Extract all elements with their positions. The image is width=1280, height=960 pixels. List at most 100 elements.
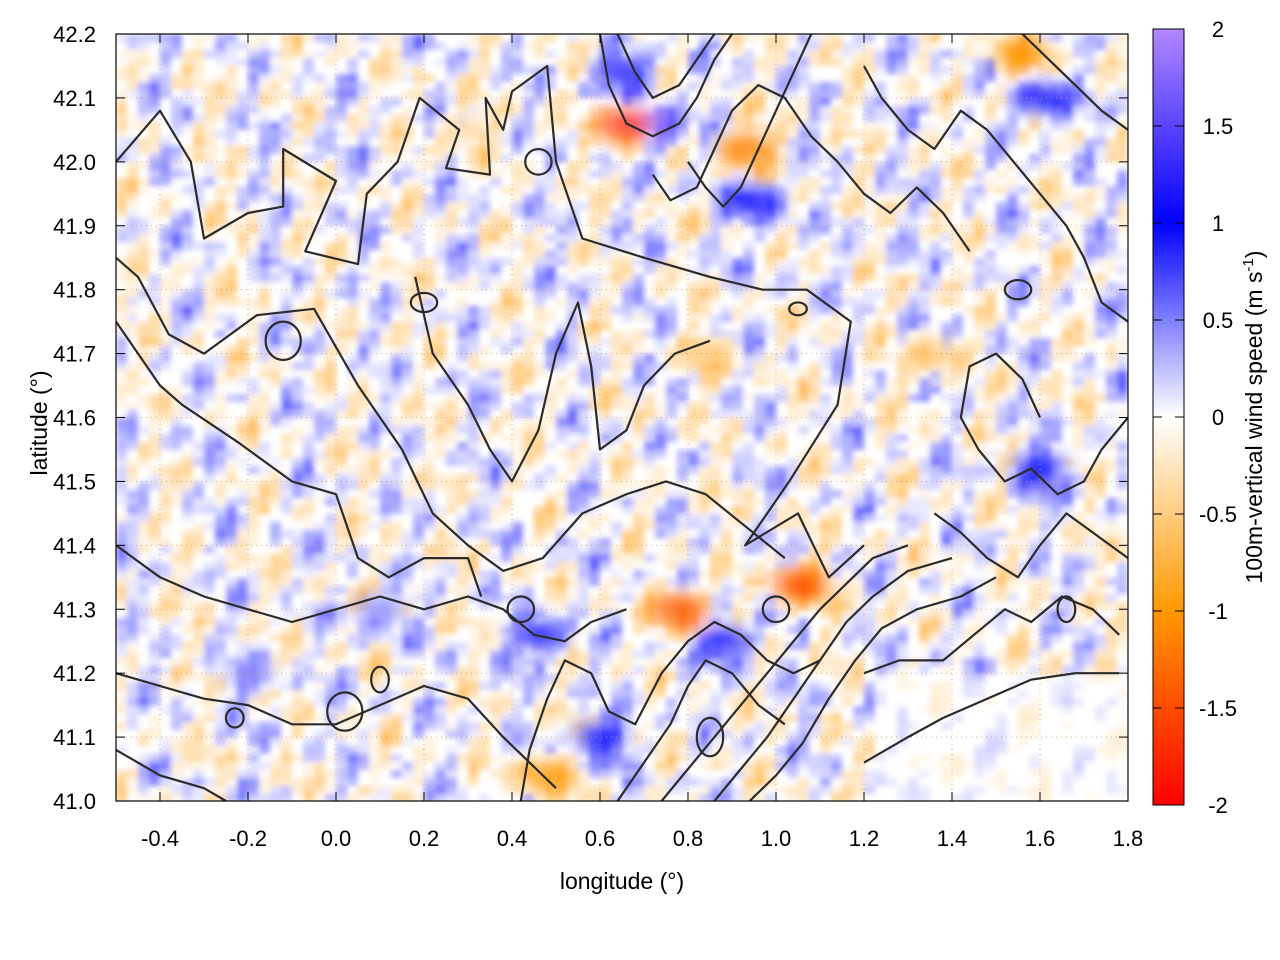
heat-cell (380, 154, 391, 162)
heat-cell (941, 322, 952, 330)
heat-cell (468, 74, 479, 82)
heat-cell (336, 34, 347, 42)
heat-cell (325, 138, 336, 146)
heat-cell (501, 378, 512, 386)
heat-cell (875, 274, 886, 282)
heat-cell (248, 570, 259, 578)
heat-cell (721, 114, 732, 122)
heat-cell (633, 514, 644, 522)
heat-cell (215, 482, 226, 490)
heat-cell (501, 346, 512, 354)
heat-cell (402, 330, 413, 338)
heat-cell (699, 106, 710, 114)
heat-cell (655, 506, 666, 514)
heat-cell (710, 178, 721, 186)
heat-cell (259, 282, 270, 290)
heat-cell (622, 42, 633, 50)
heat-cell (710, 530, 721, 538)
heat-cell (468, 90, 479, 98)
heat-cell (622, 346, 633, 354)
heat-cell (215, 210, 226, 218)
heat-cell (1007, 74, 1018, 82)
heat-cell (314, 570, 325, 578)
heat-cell (226, 98, 237, 106)
heat-cell (446, 138, 457, 146)
heat-cell (204, 34, 215, 42)
heat-cell (699, 514, 710, 522)
heat-cell (358, 162, 369, 170)
heat-cell (677, 98, 688, 106)
heat-cell (248, 218, 259, 226)
heat-cell (336, 290, 347, 298)
heat-cell (963, 434, 974, 442)
heat-cell (754, 234, 765, 242)
heat-cell (864, 274, 875, 282)
heat-cell (435, 514, 446, 522)
heat-cell (721, 522, 732, 530)
heat-cell (413, 74, 424, 82)
heat-cell (1029, 554, 1040, 562)
heat-cell (864, 514, 875, 522)
heat-cell (369, 130, 380, 138)
heat-cell (314, 282, 325, 290)
heat-cell (193, 546, 204, 554)
heat-cell (523, 170, 534, 178)
heat-cell (633, 146, 644, 154)
heat-cell (754, 474, 765, 482)
heat-cell (1007, 346, 1018, 354)
heat-cell (908, 82, 919, 90)
heat-cell (215, 74, 226, 82)
heat-cell (523, 114, 534, 122)
heat-cell (985, 58, 996, 66)
heat-cell (237, 154, 248, 162)
heat-cell (468, 146, 479, 154)
heat-cell (578, 338, 589, 346)
heat-cell (160, 402, 171, 410)
heat-cell (270, 58, 281, 66)
heat-cell (754, 538, 765, 546)
heat-cell (897, 50, 908, 58)
heat-cell (853, 522, 864, 530)
heat-cell (435, 418, 446, 426)
heat-cell (644, 250, 655, 258)
heat-cell (897, 114, 908, 122)
heat-cell (1095, 306, 1106, 314)
heat-cell (776, 482, 787, 490)
heat-cell (138, 530, 149, 538)
heat-cell (897, 226, 908, 234)
heat-cell (600, 146, 611, 154)
heat-cell (1007, 434, 1018, 442)
heat-cell (556, 394, 567, 402)
heat-cell (347, 442, 358, 450)
heat-cell (336, 90, 347, 98)
heat-cell (1051, 338, 1062, 346)
heat-cell (512, 386, 523, 394)
heat-cell (160, 274, 171, 282)
heat-cell (842, 450, 853, 458)
heat-cell (468, 378, 479, 386)
heat-cell (732, 410, 743, 418)
heat-cell (182, 74, 193, 82)
heat-cell (853, 434, 864, 442)
heat-cell (248, 210, 259, 218)
heat-cell (820, 34, 831, 42)
heat-cell (545, 82, 556, 90)
heat-cell (754, 458, 765, 466)
heat-cell (886, 570, 897, 578)
heat-cell (182, 434, 193, 442)
heat-cell (974, 82, 985, 90)
heat-cell (930, 34, 941, 42)
heat-cell (897, 34, 908, 42)
heat-cell (358, 482, 369, 490)
heat-cell (545, 418, 556, 426)
heat-cell (930, 370, 941, 378)
heat-cell (116, 90, 127, 98)
heat-cell (226, 322, 237, 330)
heat-cell (842, 498, 853, 506)
heat-cell (842, 570, 853, 578)
heat-cell (490, 498, 501, 506)
heat-cell (490, 274, 501, 282)
heat-cell (325, 290, 336, 298)
heat-cell (512, 482, 523, 490)
heat-cell (941, 170, 952, 178)
